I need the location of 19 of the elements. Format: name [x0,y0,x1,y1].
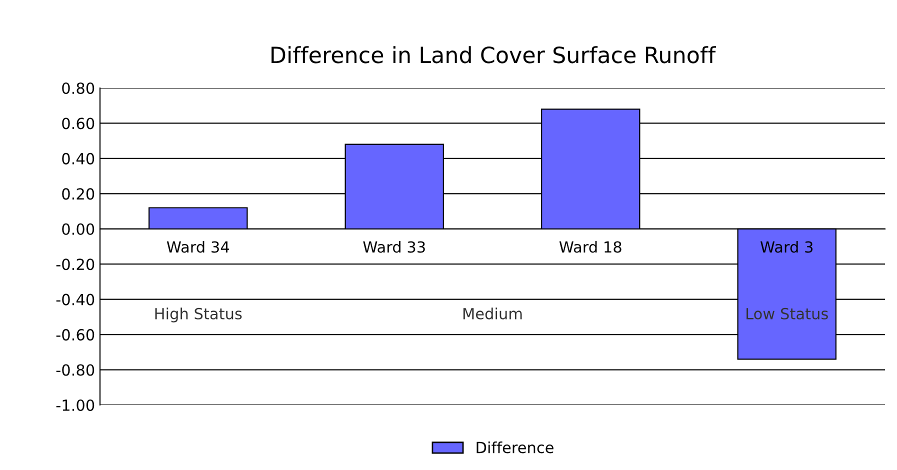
y-tick-label: -1.00 [56,399,94,412]
y-tick-label: 0.80 [62,82,94,94]
y-tick-label: 0.60 [62,118,94,130]
y-tick-label: -0.60 [56,329,94,341]
x-tick-label: Ward 18 [559,240,622,253]
x-tick-label: Ward 34 [166,240,230,253]
annotation: High Status [155,308,242,322]
y-tick-label: 0.00 [62,223,94,235]
y-tick-label: -0.40 [56,294,94,306]
x-tick-label: Ward 33 [363,240,425,253]
annotation: Low Status [746,308,828,320]
y-tick-label: -0.20 [56,258,94,270]
chart-title: Difference in Land Cover Surface Runoff [272,46,716,64]
x-tick-label: Ward 3 [760,240,813,253]
legend-label: Difference [476,441,554,454]
y-tick-label: -0.80 [56,364,94,376]
y-tick-label: 0.40 [62,152,94,164]
y-tick-label: 0.20 [62,188,94,200]
annotation: Medium [463,308,522,320]
